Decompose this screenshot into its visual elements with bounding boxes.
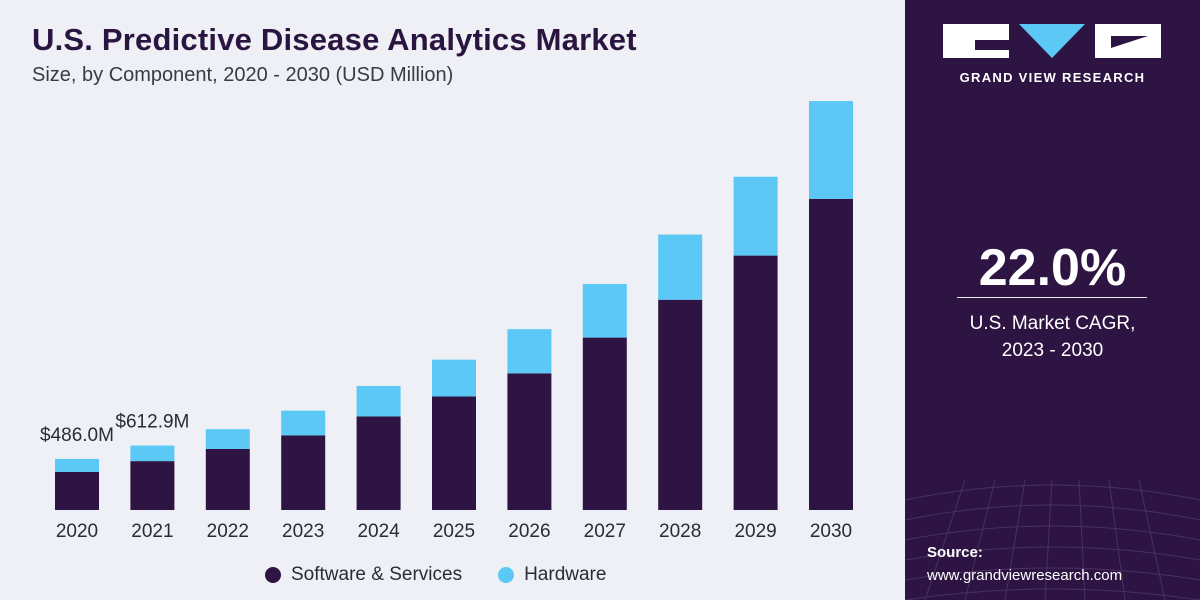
source-url[interactable]: www.grandviewresearch.com [927, 567, 1123, 584]
legend-item-software: Software & Services [265, 564, 462, 586]
bar-hardware-2027 [582, 283, 627, 338]
cagr-divider [957, 297, 1147, 298]
legend-label-hardware: Hardware [524, 564, 607, 585]
bar-hardware-2029 [733, 176, 778, 256]
cagr-label-line2: 2023 - 2030 [1001, 340, 1104, 361]
bar-hardware-2022 [205, 429, 250, 449]
x-tick-label-2020: 2020 [56, 521, 98, 542]
bar-software-2027 [582, 337, 627, 510]
data-label-2021: $612.9M [115, 412, 189, 433]
x-tick-label-2026: 2026 [508, 521, 550, 542]
cagr-label: U.S. Market CAGR, 2023 - 2030 [905, 310, 1200, 364]
bar-hardware-2020 [55, 458, 99, 472]
cagr-value: 22.0% [978, 239, 1127, 297]
bar-software-2024 [356, 416, 401, 510]
bar-hardware-2023 [281, 410, 326, 436]
bar-software-2020 [55, 471, 99, 510]
x-tick-label-2027: 2027 [584, 521, 626, 542]
x-tick-label-2021: 2021 [131, 521, 173, 542]
bar-software-2023 [281, 435, 326, 510]
gvr-logo-icon [943, 24, 1161, 58]
x-tick-label-2022: 2022 [207, 521, 249, 542]
bar-hardware-2021 [130, 445, 175, 462]
bar-software-2026 [507, 373, 552, 510]
x-tick-label-2028: 2028 [659, 521, 701, 542]
bar-software-2029 [733, 255, 778, 510]
chart-subtitle: Size, by Component, 2020 - 2030 (USD Mil… [32, 64, 454, 86]
x-tick-label-2029: 2029 [734, 521, 776, 542]
bar-hardware-2024 [356, 385, 401, 417]
bar-hardware-2025 [432, 359, 476, 397]
grid-decoration [905, 479, 1200, 600]
x-tick-label-2030: 2030 [810, 521, 852, 542]
x-tick-label-2025: 2025 [433, 521, 475, 542]
side-panel: GRAND VIEW RESEARCH 22.0% U.S. Market CA… [905, 0, 1200, 600]
stacked-bar-chart: 2020 2021 2022 2023 2024 2025 2026 2027 2028 2029… [40, 101, 853, 542]
source-label: Source: [927, 544, 983, 561]
x-tick-label-2024: 2024 [357, 521, 400, 542]
legend-item-hardware: Hardware [498, 564, 606, 586]
bar-software-2030 [809, 198, 853, 511]
legend-swatch-hardware [498, 567, 515, 583]
bar-software-2025 [432, 396, 476, 510]
legend-swatch-software [265, 567, 281, 583]
x-tick-label-2023: 2023 [282, 521, 324, 542]
bar-hardware-2030 [809, 101, 853, 199]
chart-panel: U.S. Predictive Disease Analytics Market… [32, 22, 853, 588]
data-label-2020: $486.0M [40, 425, 114, 446]
bar-hardware-2028 [658, 234, 703, 300]
bar-hardware-2026 [507, 329, 552, 374]
cagr-label-line1: U.S. Market CAGR, [969, 313, 1136, 334]
chart-title: U.S. Predictive Disease Analytics Market [32, 22, 637, 57]
chart-legend: Software & Services Hardware [265, 562, 606, 588]
brand-name: GRAND VIEW RESEARCH [959, 70, 1146, 85]
bar-software-2028 [658, 299, 703, 510]
bar-software-2021 [130, 461, 175, 510]
bar-software-2022 [205, 448, 250, 510]
legend-label-software: Software & Services [291, 564, 463, 585]
